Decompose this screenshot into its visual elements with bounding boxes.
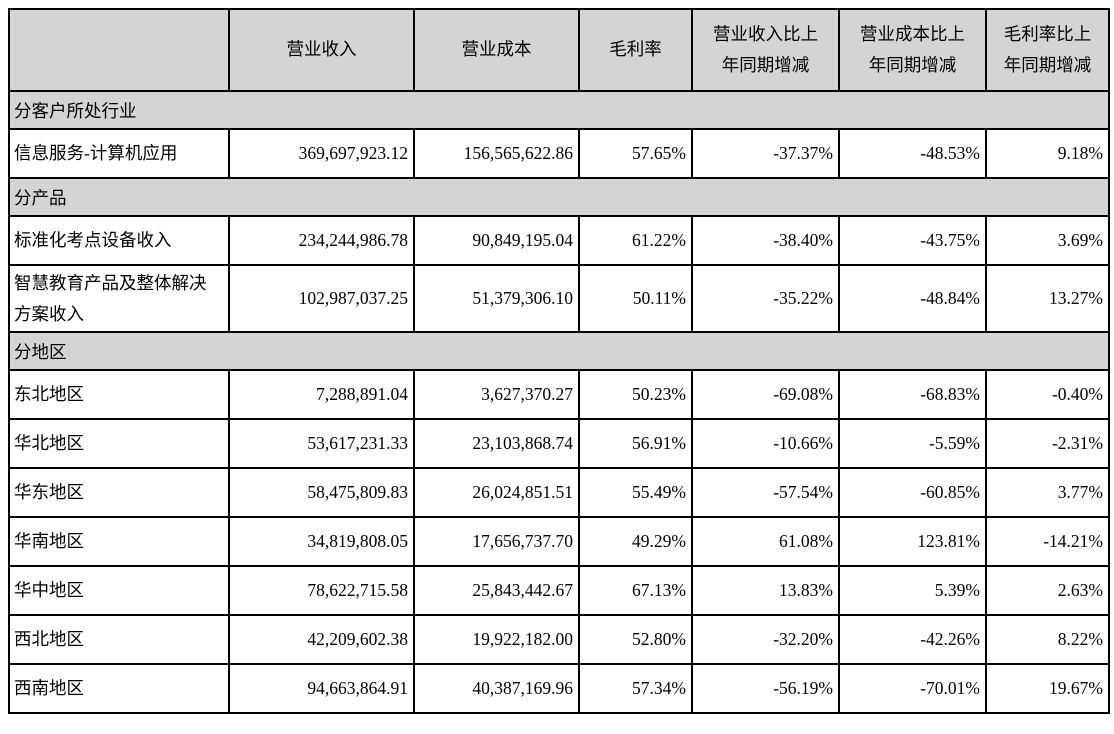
cell-value: 42,209,602.38	[228, 614, 415, 666]
cell-value: 156,565,622.86	[413, 128, 580, 179]
row-label: 西南地区	[8, 663, 230, 715]
cell-value: 13.83%	[691, 565, 840, 617]
row-label: 华北地区	[8, 418, 230, 470]
segment-results-table-wrap: 营业收入 营业成本 毛利率 营业收入比上 年同期增减 营业成本比上 年同期增减 毛利率比上…	[8, 8, 1110, 715]
cell-value: -42.26%	[838, 614, 987, 666]
table-row: 西北地区 42,209,602.38 19,922,182.00 52.80% -32.…	[8, 614, 1110, 666]
cell-value: 56.91%	[578, 418, 693, 470]
section-row: 分产品	[8, 177, 1110, 217]
table-row: 西南地区 94,663,864.91 40,387,169.96 57.34% -56.…	[8, 663, 1110, 715]
cell-value: 17,656,737.70	[413, 516, 580, 568]
cell-value: 234,244,986.78	[228, 215, 415, 266]
table-row: 信息服务-计算机应用 369,697,923.12 156,565,622.86 57…	[8, 128, 1110, 179]
cell-value: -5.59%	[838, 418, 987, 470]
section-title: 分地区	[8, 331, 1110, 372]
cell-value: 52.80%	[578, 614, 693, 666]
column-header: 营业成本	[413, 8, 580, 92]
cell-value: 67.13%	[578, 565, 693, 617]
row-label: 信息服务-计算机应用	[8, 128, 230, 179]
table-row: 标准化考点设备收入 234,244,986.78 90,849,195.04 61.2…	[8, 215, 1110, 266]
section-row: 分客户所处行业	[8, 90, 1110, 130]
cell-value: 369,697,923.12	[228, 128, 415, 179]
cell-value: 55.49%	[578, 467, 693, 519]
table-row: 华北地区 53,617,231.33 23,103,868.74 56.91% -10.…	[8, 418, 1110, 470]
cell-value: 102,987,037.25	[228, 263, 415, 334]
cell-value: 123.81%	[838, 516, 987, 568]
cell-value: -0.40%	[985, 369, 1110, 421]
cell-value: 40,387,169.96	[413, 663, 580, 715]
cell-value: -38.40%	[691, 215, 840, 266]
section-title: 分客户所处行业	[8, 90, 1110, 130]
cell-value: 50.11%	[578, 263, 693, 334]
cell-value: 78,622,715.58	[228, 565, 415, 617]
table-body: 分客户所处行业 信息服务-计算机应用 369,697,923.12 156,565,6…	[8, 90, 1110, 715]
cell-value: -68.83%	[838, 369, 987, 421]
cell-value: -32.20%	[691, 614, 840, 666]
cell-value: -70.01%	[838, 663, 987, 715]
cell-value: 51,379,306.10	[413, 263, 580, 334]
table-row: 东北地区 7,288,891.04 3,627,370.27 50.23% -69.08…	[8, 369, 1110, 421]
cell-value: 90,849,195.04	[413, 215, 580, 266]
cell-value: -57.54%	[691, 467, 840, 519]
cell-value: 8.22%	[985, 614, 1110, 666]
cell-value: 3.69%	[985, 215, 1110, 266]
cell-value: -37.37%	[691, 128, 840, 179]
cell-value: 58,475,809.83	[228, 467, 415, 519]
cell-value: -2.31%	[985, 418, 1110, 470]
cell-value: -60.85%	[838, 467, 987, 519]
cell-value: 26,024,851.51	[413, 467, 580, 519]
cell-value: 61.22%	[578, 215, 693, 266]
section-title: 分产品	[8, 177, 1110, 217]
column-header: 营业成本比上 年同期增减	[838, 8, 987, 92]
column-header: 营业收入	[228, 8, 415, 92]
table-row: 智慧教育产品及整体解决方案收入 102,987,037.25 51,379,306.…	[8, 263, 1110, 334]
cell-value: 50.23%	[578, 369, 693, 421]
column-header: 毛利率	[578, 8, 693, 92]
column-header: 营业收入比上 年同期增减	[691, 8, 840, 92]
cell-value: -56.19%	[691, 663, 840, 715]
cell-value: -10.66%	[691, 418, 840, 470]
row-label: 标准化考点设备收入	[8, 215, 230, 266]
cell-value: 57.34%	[578, 663, 693, 715]
table-row: 华南地区 34,819,808.05 17,656,737.70 49.29% 61.0…	[8, 516, 1110, 568]
cell-value: 19.67%	[985, 663, 1110, 715]
table-row: 华中地区 78,622,715.58 25,843,442.67 67.13% 13.8…	[8, 565, 1110, 617]
cell-value: -69.08%	[691, 369, 840, 421]
cell-value: 25,843,442.67	[413, 565, 580, 617]
cell-value: 19,922,182.00	[413, 614, 580, 666]
row-label: 东北地区	[8, 369, 230, 421]
segment-results-table: 营业收入 营业成本 毛利率 营业收入比上 年同期增减 营业成本比上 年同期增减 毛利率比上…	[8, 8, 1110, 715]
cell-value: -48.53%	[838, 128, 987, 179]
row-label: 西北地区	[8, 614, 230, 666]
cell-value: 94,663,864.91	[228, 663, 415, 715]
column-header: 毛利率比上 年同期增减	[985, 8, 1110, 92]
cell-value: -14.21%	[985, 516, 1110, 568]
row-label: 华东地区	[8, 467, 230, 519]
cell-value: 53,617,231.33	[228, 418, 415, 470]
cell-value: 7,288,891.04	[228, 369, 415, 421]
row-label: 智慧教育产品及整体解决方案收入	[8, 263, 230, 334]
cell-value: -35.22%	[691, 263, 840, 334]
header-row: 营业收入 营业成本 毛利率 营业收入比上 年同期增减 营业成本比上 年同期增减 毛利率比上…	[8, 8, 1110, 92]
cell-value: 61.08%	[691, 516, 840, 568]
cell-value: 23,103,868.74	[413, 418, 580, 470]
section-row: 分地区	[8, 331, 1110, 372]
corner-header-cell	[8, 8, 230, 92]
cell-value: -43.75%	[838, 215, 987, 266]
cell-value: 3,627,370.27	[413, 369, 580, 421]
cell-value: 9.18%	[985, 128, 1110, 179]
cell-value: 5.39%	[838, 565, 987, 617]
cell-value: 2.63%	[985, 565, 1110, 617]
cell-value: 34,819,808.05	[228, 516, 415, 568]
cell-value: 57.65%	[578, 128, 693, 179]
cell-value: 3.77%	[985, 467, 1110, 519]
table-header: 营业收入 营业成本 毛利率 营业收入比上 年同期增减 营业成本比上 年同期增减 毛利率比上…	[8, 8, 1110, 92]
row-label: 华中地区	[8, 565, 230, 617]
cell-value: 13.27%	[985, 263, 1110, 334]
table-row: 华东地区 58,475,809.83 26,024,851.51 55.49% -57.…	[8, 467, 1110, 519]
cell-value: 49.29%	[578, 516, 693, 568]
cell-value: -48.84%	[838, 263, 987, 334]
row-label: 华南地区	[8, 516, 230, 568]
